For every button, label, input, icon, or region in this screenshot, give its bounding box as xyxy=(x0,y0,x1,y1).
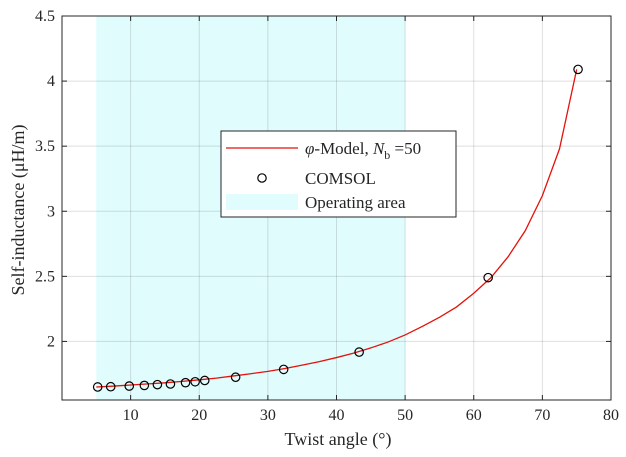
x-tick-label: 50 xyxy=(397,407,413,424)
x-tick-label: 70 xyxy=(534,407,550,424)
legend-entry-operating: Operating area xyxy=(305,193,406,212)
y-tick-label: 2.5 xyxy=(35,268,55,285)
comsol-marker xyxy=(92,382,103,392)
y-axis-label: Self-inductance (μH/m) xyxy=(8,124,29,295)
y-tick-label: 4 xyxy=(47,73,55,90)
legend-area-sample xyxy=(226,194,298,210)
x-tick-label: 60 xyxy=(466,407,482,424)
comsol-marker xyxy=(152,379,163,390)
comsol-marker xyxy=(180,377,191,388)
comsol-marker xyxy=(105,381,116,392)
comsol-marker xyxy=(139,380,150,391)
y-tick-label: 4.5 xyxy=(35,8,55,25)
legend: φ-Model, Nb =50 COMSOL Operating area xyxy=(220,130,457,218)
x-tick-label: 80 xyxy=(603,407,619,424)
legend-entry-model: φ-Model, Nb =50 xyxy=(305,139,421,162)
legend-model-n: N xyxy=(372,139,386,158)
model-series-line xyxy=(96,69,578,388)
comsol-marker xyxy=(199,375,210,386)
x-tick-label: 40 xyxy=(329,407,345,424)
legend-phi-symbol: φ xyxy=(305,139,314,158)
legend-model-eq: =50 xyxy=(390,139,421,158)
comsol-marker xyxy=(165,379,176,389)
comsol-marker xyxy=(230,372,241,383)
x-tick-label: 30 xyxy=(260,407,276,424)
legend-model-text: -Model, xyxy=(314,139,373,158)
y-tick-label: 3 xyxy=(47,203,55,220)
comsol-marker xyxy=(573,64,583,75)
comsol-marker xyxy=(354,347,364,357)
legend-marker-sample xyxy=(257,173,267,183)
x-tick-label: 20 xyxy=(191,407,207,424)
comsol-marker xyxy=(124,381,135,391)
comsol-marker xyxy=(190,376,200,387)
x-axis-label: Twist angle (°) xyxy=(285,429,392,450)
comsol-marker xyxy=(483,272,493,283)
x-tick-label: 10 xyxy=(123,407,139,424)
legend-model-subscript: b xyxy=(384,148,390,162)
legend-entry-comsol: COMSOL xyxy=(305,169,376,188)
y-tick-label: 3.5 xyxy=(35,138,55,155)
comsol-marker xyxy=(278,364,289,375)
y-tick-label: 2 xyxy=(47,333,55,350)
